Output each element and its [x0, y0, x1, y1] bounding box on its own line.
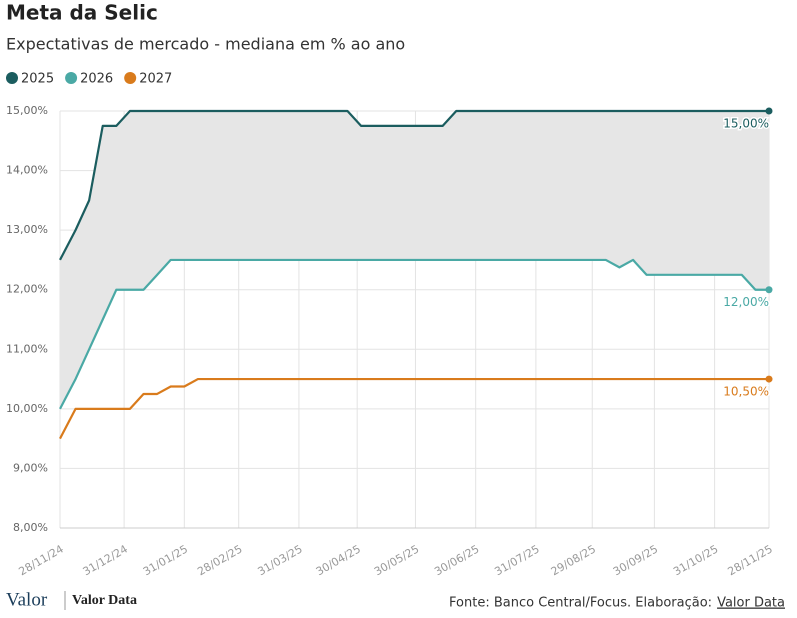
x-tick-label: 31/10/25 [671, 542, 720, 578]
logo: Valor [6, 589, 48, 610]
y-tick-label: 12,00% [6, 283, 48, 296]
x-tick-label: 28/11/25 [726, 542, 775, 578]
x-tick-label: 28/11/24 [17, 542, 66, 578]
legend-label: 2025 [21, 72, 54, 87]
series-line [59, 258, 769, 410]
x-tick-label: 30/04/25 [314, 542, 363, 578]
end-point [765, 375, 773, 383]
y-tick-label: 13,00% [6, 223, 48, 236]
end-point [765, 107, 773, 115]
brand: Valor Data [72, 593, 137, 608]
legend-label: 2027 [139, 72, 172, 87]
series-line [59, 377, 769, 440]
source-link[interactable]: Valor Data [717, 596, 785, 611]
x-tick-label: 31/03/25 [255, 542, 304, 578]
data-label: 12,00% [723, 295, 769, 309]
x-tick-label: 30/09/25 [611, 542, 660, 578]
y-tick-label: 15,00% [6, 104, 48, 117]
series-line [59, 109, 769, 261]
y-tick-label: 14,00% [6, 164, 48, 177]
range-band [60, 111, 769, 409]
x-tick-label: 29/08/25 [549, 542, 598, 578]
data-label: 10,50% [723, 385, 769, 399]
x-tick-label: 30/06/25 [432, 542, 481, 578]
chart-subtitle: Expectativas de mercado - mediana em % a… [6, 35, 405, 54]
x-tick-label: 28/02/25 [195, 542, 244, 578]
source: Fonte: Banco Central/Focus. Elaboração: [449, 596, 712, 611]
y-tick-label: 9,00% [13, 461, 48, 474]
x-tick-label: 31/01/25 [141, 542, 190, 578]
x-tick-label: 31/12/24 [81, 542, 130, 578]
y-tick-label: 10,00% [6, 402, 48, 415]
legend-marker [124, 72, 137, 84]
legend-label: 2026 [80, 72, 113, 87]
legend: 2025 2026 2027 [6, 72, 172, 87]
y-tick-label: 8,00% [13, 521, 48, 534]
chart-title: Meta da Selic [6, 1, 158, 25]
end-point [765, 286, 773, 294]
legend-marker [6, 72, 18, 84]
x-tick-label: 30/05/25 [372, 542, 421, 578]
y-tick-label: 11,00% [6, 342, 48, 355]
data-label: 15,00% [723, 117, 769, 131]
x-tick-label: 31/07/25 [492, 542, 541, 578]
legend-marker [65, 72, 78, 84]
